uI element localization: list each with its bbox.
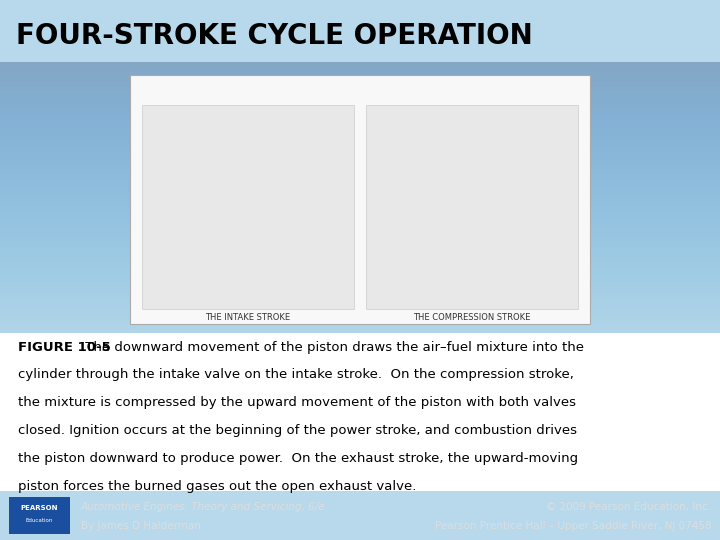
Bar — [0, 333, 720, 491]
Text: Pearson Prentice Hall – Upper Saddle River, NJ 07458: Pearson Prentice Hall – Upper Saddle Riv… — [435, 522, 711, 531]
Text: Automotive Engines: Theory and Servicing, 6/e: Automotive Engines: Theory and Servicing… — [81, 502, 325, 512]
Text: © 2009 Pearson Education, Inc.: © 2009 Pearson Education, Inc. — [546, 502, 711, 512]
Text: cylinder through the intake valve on the intake stroke.  On the compression stro: cylinder through the intake valve on the… — [18, 368, 574, 381]
Text: THE COMPRESSION STROKE: THE COMPRESSION STROKE — [413, 314, 531, 322]
Bar — [366, 105, 578, 309]
Text: FOUR-STROKE CYCLE OPERATION: FOUR-STROKE CYCLE OPERATION — [16, 22, 533, 50]
Text: The downward movement of the piston draws the air–fuel mixture into the: The downward movement of the piston draw… — [81, 341, 584, 354]
Text: the piston downward to produce power.  On the exhaust stroke, the upward-moving: the piston downward to produce power. On… — [18, 452, 578, 465]
Text: piston forces the burned gases out the open exhaust valve.: piston forces the burned gases out the o… — [18, 480, 416, 492]
Bar — [130, 75, 590, 324]
Text: FIGURE 10-5: FIGURE 10-5 — [18, 341, 111, 354]
Text: THE INTAKE STROKE: THE INTAKE STROKE — [205, 314, 291, 322]
Text: closed. Ignition occurs at the beginning of the power stroke, and combustion dri: closed. Ignition occurs at the beginning… — [18, 424, 577, 437]
Text: PEARSON: PEARSON — [20, 505, 58, 511]
Text: By James D Halderman: By James D Halderman — [81, 522, 200, 531]
Bar — [9, 497, 70, 534]
Bar — [142, 105, 354, 309]
Text: Education: Education — [25, 517, 53, 523]
Text: the mixture is compressed by the upward movement of the piston with both valves: the mixture is compressed by the upward … — [18, 396, 576, 409]
